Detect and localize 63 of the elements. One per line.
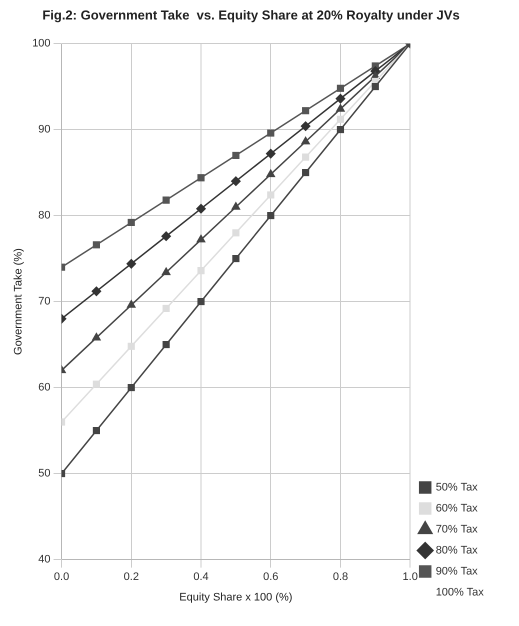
- point: [197, 298, 205, 306]
- y-tick-label: 100: [32, 38, 51, 50]
- point: [92, 427, 100, 434]
- legend-label: 50% Tax: [436, 482, 478, 494]
- point: [302, 169, 310, 176]
- legend-label: 60% Tax: [436, 502, 478, 515]
- point: [232, 229, 240, 236]
- point: [231, 176, 241, 186]
- point: [92, 380, 100, 388]
- point: [232, 152, 240, 159]
- point: [372, 83, 379, 90]
- point: [128, 218, 135, 226]
- point: [127, 300, 136, 308]
- point: [300, 121, 310, 131]
- point: [197, 174, 205, 182]
- point: [126, 259, 136, 269]
- x-tick-label: 0.8: [332, 571, 348, 584]
- point: [301, 136, 310, 144]
- point: [336, 84, 344, 92]
- point: [162, 268, 170, 276]
- chart-title: Fig.2: Government Take vs. Equity Share at 20% Royalty under JVs: [42, 7, 460, 22]
- x-tick-label: 1.0: [402, 571, 418, 584]
- point: [162, 304, 170, 312]
- y-tick-label: 90: [38, 124, 51, 136]
- point: [161, 231, 171, 241]
- point: [267, 191, 274, 199]
- legend-label: 70% Tax: [436, 524, 478, 536]
- y-tick-label: 60: [38, 382, 51, 394]
- point: [302, 107, 310, 114]
- point: [196, 204, 206, 214]
- point: [267, 129, 274, 137]
- point: [92, 332, 101, 340]
- point: [128, 342, 135, 350]
- point: [336, 116, 344, 123]
- point: [92, 286, 102, 296]
- point: [232, 202, 240, 210]
- point: [336, 104, 345, 112]
- point: [266, 170, 275, 178]
- y-tick-label: 50: [38, 468, 51, 480]
- x-tick-label: 0.0: [54, 571, 70, 584]
- y-tick-label: 70: [38, 296, 51, 308]
- point: [162, 341, 170, 348]
- point: [197, 267, 205, 274]
- point: [92, 241, 100, 248]
- x-tick-label: 0.6: [263, 571, 278, 584]
- y-tick-label: 80: [38, 210, 51, 222]
- point: [336, 126, 344, 134]
- x-tick-label: 0.4: [193, 571, 209, 584]
- point: [128, 384, 135, 392]
- point: [232, 255, 240, 262]
- x-tick-label: 0.2: [124, 571, 139, 584]
- point: [302, 154, 310, 161]
- point: [196, 234, 206, 242]
- y-tick-label: 40: [38, 554, 51, 566]
- legend-label: 90% Tax: [436, 566, 478, 578]
- point: [267, 212, 274, 220]
- x-axis-title: Equity Share x 100 (%): [179, 591, 292, 604]
- point: [162, 196, 170, 204]
- text: 100% Tax: [436, 586, 484, 599]
- y-axis-title: Government Take (%): [12, 248, 25, 355]
- point: [336, 94, 346, 104]
- legend-label: 80% Tax: [436, 544, 478, 557]
- point: [266, 148, 276, 158]
